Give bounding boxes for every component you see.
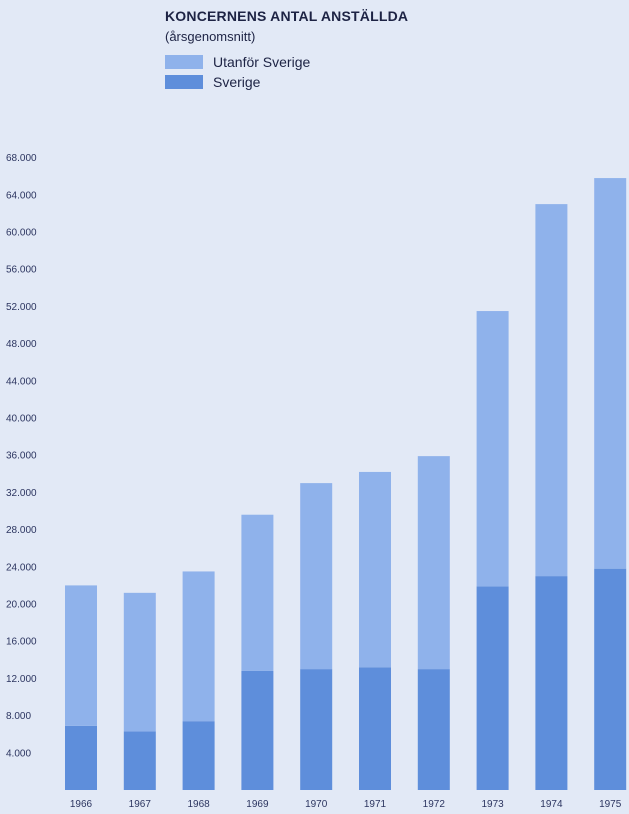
y-tick-label: 56.000 [6, 265, 37, 276]
bar-utanfor-sverige-1974 [535, 204, 568, 577]
y-tick-label: 68.000 [6, 153, 37, 164]
x-tick-label: 1973 [481, 799, 504, 810]
bar-sverige-1969 [241, 670, 274, 790]
x-tick-label: 1966 [70, 799, 93, 810]
bar-utanfor-sverige-1966 [65, 585, 97, 726]
x-tick-label: 1975 [599, 799, 622, 810]
bar-sverige-1974 [535, 576, 568, 790]
x-tick-label: 1972 [423, 799, 446, 810]
legend-item-utanfor-sverige: Utanför Sverige [165, 52, 310, 72]
y-tick-label: 48.000 [6, 339, 37, 350]
bar-sverige-1973 [476, 586, 509, 790]
x-tick-label: 1971 [364, 799, 387, 810]
legend-swatch-utanfor-sverige [165, 55, 203, 69]
bar-utanfor-sverige-1971 [359, 471, 391, 668]
legend-label-utanfor-sverige: Utanför Sverige [213, 54, 311, 70]
y-tick-label: 24.000 [6, 562, 37, 573]
legend: Utanför Sverige Sverige [165, 52, 310, 92]
y-tick-label: 64.000 [6, 190, 37, 201]
x-tick-label: 1974 [540, 799, 563, 810]
y-tick-label: 28.000 [6, 525, 37, 536]
y-tick-label: 32.000 [6, 488, 37, 499]
chart-title: KONCERNENS ANTAL ANSTÄLLDA [165, 8, 409, 24]
y-tick-label: 36.000 [6, 451, 37, 462]
y-tick-label: 12.000 [6, 674, 37, 685]
bar-sverige-1968 [182, 721, 215, 790]
x-tick-label: 1969 [246, 799, 269, 810]
bar-sverige-1975 [594, 568, 627, 790]
chart-subtitle: (årsgenomsnitt) [165, 29, 256, 44]
y-tick-label: 60.000 [6, 228, 37, 239]
legend-swatch-sverige [165, 75, 203, 89]
bar-utanfor-sverige-1967 [123, 592, 156, 732]
y-tick-label: 16.000 [6, 637, 37, 648]
bar-sverige-1972 [417, 669, 450, 790]
y-tick-label: 8.000 [6, 711, 31, 722]
bar-utanfor-sverige-1973 [476, 311, 509, 587]
x-tick-label: 1967 [129, 799, 152, 810]
y-tick-label: 52.000 [6, 302, 37, 313]
legend-item-sverige: Sverige [165, 72, 310, 92]
bar-utanfor-sverige-1975 [594, 178, 627, 569]
x-tick-label: 1968 [187, 799, 210, 810]
y-tick-label: 40.000 [6, 414, 37, 425]
bar-sverige-1971 [359, 667, 391, 790]
bar-utanfor-sverige-1968 [182, 571, 215, 722]
bar-utanfor-sverige-1972 [417, 456, 450, 670]
bar-sverige-1967 [123, 731, 156, 790]
y-tick-label: 4.000 [6, 748, 31, 759]
bar-utanfor-sverige-1970 [300, 483, 333, 670]
x-tick-label: 1970 [305, 799, 328, 810]
bar-sverige-1970 [300, 669, 333, 790]
bar-sverige-1966 [65, 725, 97, 790]
y-tick-label: 44.000 [6, 376, 37, 387]
y-tick-label: 20.000 [6, 600, 37, 611]
legend-label-sverige: Sverige [213, 74, 261, 90]
bar-utanfor-sverige-1969 [241, 514, 274, 671]
